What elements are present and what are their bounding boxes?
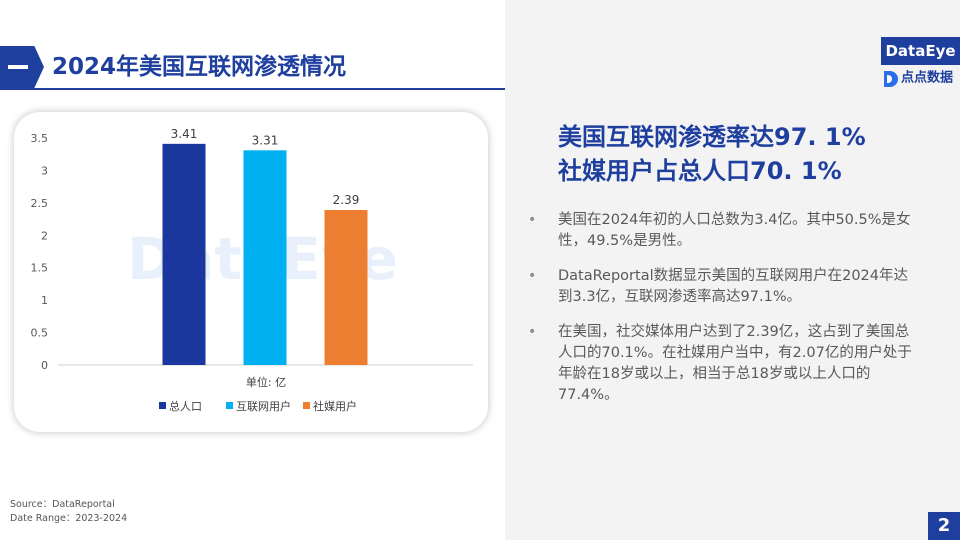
y-tick-label: 1.5	[31, 262, 49, 275]
source-text: Source：DataReportal	[10, 499, 115, 510]
bullet-text: 在美国，社交媒体用户达到了2.39亿，这占到了美国总人口的70.1%。在社媒用户…	[558, 324, 912, 403]
date-range-text: Date Range：2023-2024	[10, 513, 128, 524]
headline-line-1: 美国互联网渗透率达97. 1%	[558, 123, 866, 151]
bullet-list: • 美国在2024年初的人口总数为3.4亿。其中50.5%是女性，49.5%是男性…	[528, 210, 920, 420]
headline: 美国互联网渗透率达97. 1% 社媒用户占总人口70. 1%	[558, 120, 948, 188]
data-label: 2.39	[333, 193, 360, 207]
legend-swatch	[226, 402, 233, 409]
bullet-item: • DataReportal数据显示美国的互联网用户在2024年达到3.3亿，互联…	[528, 266, 920, 308]
right-panel-background	[505, 0, 960, 540]
d-logo-icon	[884, 70, 898, 87]
page-number: 2	[928, 512, 960, 540]
bullet-text: DataReportal数据显示美国的互联网用户在2024年达到3.3亿，互联网…	[558, 268, 909, 305]
diandian-logo-text: 点点数据	[901, 70, 954, 86]
data-label: 3.31	[252, 133, 279, 147]
y-tick-label: 0.5	[31, 327, 49, 340]
diandian-logo: 点点数据	[884, 68, 960, 88]
legend-swatch	[159, 402, 166, 409]
bullet-item: • 美国在2024年初的人口总数为3.4亿。其中50.5%是女性，49.5%是男性…	[528, 210, 920, 252]
y-tick-label: 3	[41, 164, 48, 177]
source-note: Source：DataReportal Date Range：2023-2024	[10, 498, 127, 526]
bullet-dot-icon: •	[528, 324, 537, 340]
y-tick-label: 0	[41, 359, 48, 372]
bar	[324, 209, 368, 365]
title-divider	[0, 88, 505, 90]
y-tick-label: 3.5	[31, 132, 49, 145]
bullet-text: 美国在2024年初的人口总数为3.4亿。其中50.5%是女性，49.5%是男性。	[558, 212, 911, 249]
bullet-dot-icon: •	[528, 212, 537, 228]
dash-icon	[8, 65, 28, 69]
y-tick-label: 2	[41, 229, 48, 242]
headline-line-2: 社媒用户占总人口70. 1%	[558, 157, 842, 185]
bullet-item: • 在美国，社交媒体用户达到了2.39亿，这占到了美国总人口的70.1%。在社媒用…	[528, 322, 920, 406]
bar	[243, 150, 287, 365]
legend-label: 社媒用户	[313, 399, 357, 413]
y-tick-label: 1	[41, 294, 48, 307]
legend-swatch	[303, 402, 310, 409]
bullet-dot-icon: •	[528, 268, 537, 284]
title-tab	[0, 46, 44, 88]
data-label: 3.41	[171, 127, 198, 141]
legend-label: 总人口	[169, 399, 202, 413]
dataeye-logo: DataEye	[881, 37, 960, 65]
page-title: 2024年美国互联网渗透情况	[52, 54, 347, 80]
bar	[162, 143, 206, 365]
x-axis-label: 单位: 亿	[246, 375, 286, 389]
legend-label: 互联网用户	[236, 399, 291, 413]
y-tick-label: 2.5	[31, 197, 49, 210]
